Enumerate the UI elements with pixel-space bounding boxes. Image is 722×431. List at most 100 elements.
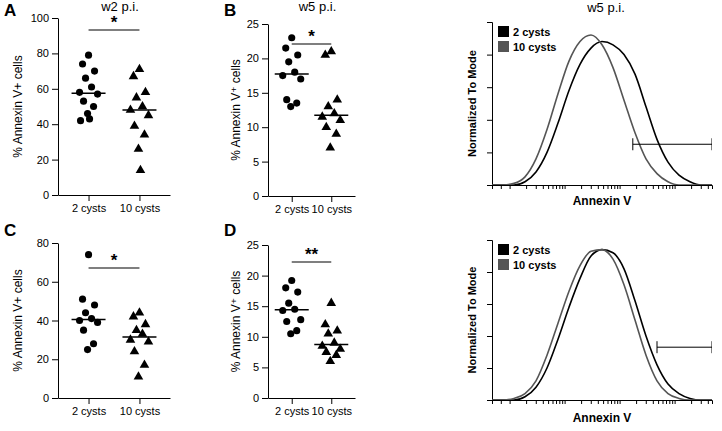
axis-line <box>59 195 171 196</box>
tick-mark <box>598 400 599 404</box>
point <box>90 103 97 110</box>
point <box>283 318 290 325</box>
axis-line <box>269 398 356 399</box>
tick-mark <box>669 185 670 189</box>
legend-label: 10 cysts <box>513 259 556 271</box>
tick-mark <box>492 400 493 404</box>
tick <box>614 400 615 404</box>
tick-mark <box>543 185 544 189</box>
point <box>325 356 335 364</box>
tick-label: 25 <box>247 18 259 30</box>
tick <box>510 400 511 404</box>
tick-mark <box>52 89 58 90</box>
tick <box>636 400 637 404</box>
axis-line <box>59 398 171 399</box>
point <box>141 87 151 95</box>
tick <box>672 400 673 404</box>
tick-mark <box>581 185 582 189</box>
tick-label: 10 <box>247 121 259 133</box>
title: w2 p.i. <box>100 0 139 14</box>
tick: 60 <box>37 276 58 288</box>
tick-label: 20 <box>247 52 259 64</box>
tick-label: 10 cysts <box>120 405 161 417</box>
point <box>140 360 150 368</box>
tick <box>666 400 667 404</box>
tick <box>548 185 549 189</box>
point <box>134 371 144 379</box>
point <box>141 319 151 327</box>
tick-mark <box>262 58 268 59</box>
tick: 10 <box>247 331 268 343</box>
tick <box>492 400 493 404</box>
point <box>88 315 95 322</box>
point <box>291 69 298 76</box>
tick-mark <box>501 400 502 404</box>
tick <box>487 240 492 241</box>
tick-mark <box>262 306 268 307</box>
tick: 10 cysts <box>312 196 353 215</box>
tick: 60 <box>37 83 58 95</box>
tick-mark <box>646 400 647 404</box>
tick <box>565 400 566 404</box>
tick <box>708 185 709 189</box>
tick-mark <box>52 195 58 196</box>
tick-label: 10 <box>247 331 259 343</box>
tick <box>691 400 692 404</box>
tick-mark <box>565 185 566 189</box>
tick-label: 100 <box>31 12 49 24</box>
tick: 10 <box>247 121 268 133</box>
series-line <box>492 250 712 400</box>
tick-label: 15 <box>247 300 259 312</box>
axis-line <box>493 186 713 190</box>
point <box>282 284 289 291</box>
point <box>297 316 304 323</box>
tick-label: 2 cysts <box>72 405 107 417</box>
tick-mark <box>591 185 592 189</box>
tick-mark <box>620 400 621 404</box>
significance-label: * <box>111 13 118 32</box>
tick-mark <box>487 55 492 56</box>
tick: 2 cysts <box>72 195 107 214</box>
tick-mark <box>492 185 493 189</box>
tick: 0 <box>253 190 268 202</box>
tick: 80 <box>37 237 58 249</box>
point <box>130 346 140 354</box>
point <box>297 75 304 82</box>
point <box>134 143 144 151</box>
tick-mark <box>675 400 676 404</box>
tick <box>556 400 557 404</box>
axis-line <box>268 25 269 197</box>
point <box>86 115 93 122</box>
point <box>129 311 139 319</box>
point <box>79 296 86 303</box>
tick-label: 2 cysts <box>72 202 107 214</box>
y-axis-title: % Annexin V⁺ cells <box>229 59 243 161</box>
tick-label: 20 <box>247 270 259 282</box>
tick <box>487 22 492 23</box>
panel: Annexin VNormalized To Mode2 cysts10 cys… <box>466 241 713 426</box>
tick <box>510 185 511 189</box>
tick: 100 <box>31 12 58 24</box>
tick-label: 15 <box>247 87 259 99</box>
tick: 40 <box>37 118 58 130</box>
plot-marks <box>72 52 157 173</box>
tick <box>553 400 554 404</box>
tick <box>543 400 544 404</box>
tick-mark <box>653 400 654 404</box>
tick-mark <box>52 124 58 125</box>
legend: 2 cysts10 cysts <box>498 244 556 271</box>
panel: C0204060802 cysts10 cysts% Annexin V+ ce… <box>4 221 171 417</box>
tick <box>658 185 659 189</box>
point <box>140 129 150 137</box>
point <box>94 91 101 98</box>
axis-line <box>58 19 59 196</box>
tick-label: 40 <box>37 118 49 130</box>
y-axis-title: % Annexin V+ cells <box>11 55 25 157</box>
median-line <box>275 309 309 311</box>
tick: 25 <box>247 18 268 30</box>
median-line <box>122 109 156 111</box>
point <box>285 300 292 307</box>
axis <box>493 185 713 189</box>
tick: 0 <box>253 392 268 404</box>
point <box>321 347 331 355</box>
